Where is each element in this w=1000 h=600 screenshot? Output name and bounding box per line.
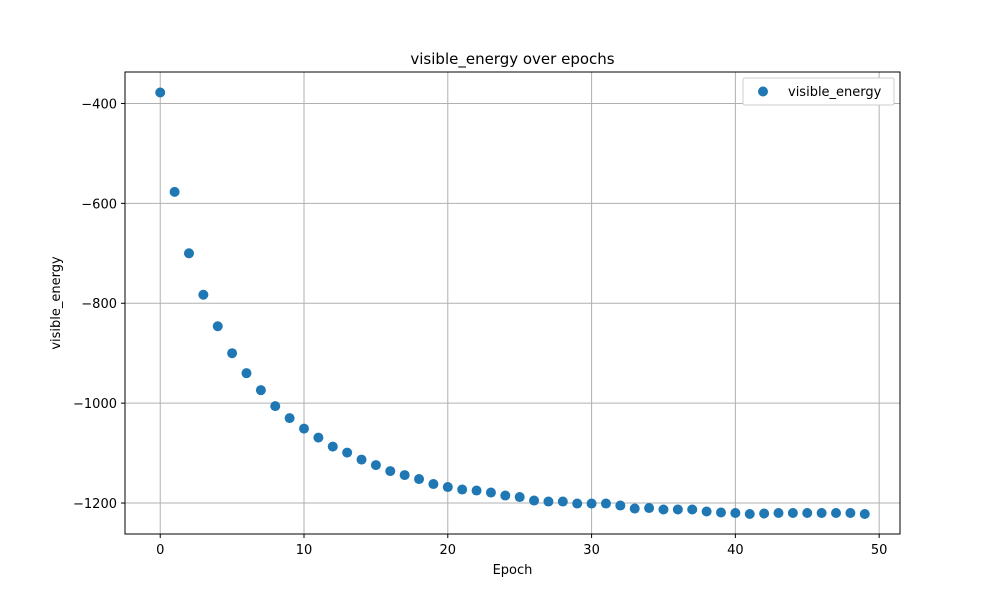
x-tick-label: 50 <box>871 543 888 558</box>
data-point <box>299 423 310 434</box>
data-point <box>399 470 410 481</box>
data-point <box>457 484 468 495</box>
data-point <box>787 508 798 519</box>
data-point <box>687 504 698 515</box>
y-tick-label: −600 <box>81 197 117 212</box>
data-point <box>227 348 238 359</box>
y-axis-label: visible_energy <box>49 256 64 350</box>
data-point <box>327 441 338 452</box>
data-point <box>816 508 827 519</box>
y-tick-label: −1000 <box>73 397 117 412</box>
data-point <box>500 490 511 501</box>
x-tick-label: 20 <box>440 543 457 558</box>
data-point <box>442 482 453 493</box>
data-point <box>600 498 611 509</box>
data-point <box>370 460 381 471</box>
data-point <box>183 248 194 259</box>
data-point <box>730 508 741 519</box>
data-point <box>270 401 281 412</box>
data-point <box>744 509 755 520</box>
data-point <box>759 508 770 519</box>
data-point <box>356 454 367 465</box>
data-point <box>428 479 439 490</box>
data-point <box>514 492 525 503</box>
legend-box <box>742 77 895 106</box>
scatter-points <box>155 87 870 520</box>
data-point <box>169 186 180 197</box>
data-point <box>284 413 295 424</box>
data-point <box>773 508 784 519</box>
x-tick-label: 0 <box>156 543 164 558</box>
data-point <box>629 503 640 514</box>
data-point <box>715 507 726 518</box>
data-point <box>802 508 813 519</box>
data-point <box>701 506 712 517</box>
data-point <box>557 496 568 507</box>
data-point <box>212 321 223 332</box>
data-point <box>155 87 166 98</box>
y-tick-label: −400 <box>81 97 117 112</box>
legend: visible_energy <box>742 77 895 106</box>
data-point <box>543 496 554 507</box>
data-point <box>644 503 655 514</box>
x-axis-label: Epoch <box>493 563 533 578</box>
x-tick-label: 40 <box>727 543 744 558</box>
y-tick-label: −1200 <box>73 497 117 512</box>
chart-title: visible_energy over epochs <box>410 50 614 69</box>
data-point <box>485 487 496 498</box>
data-point <box>198 289 209 300</box>
data-point <box>414 474 425 485</box>
x-tick-label: 30 <box>583 543 600 558</box>
data-point <box>658 504 669 515</box>
data-point <box>831 508 842 519</box>
data-point <box>529 495 540 506</box>
data-point <box>859 509 870 520</box>
data-point <box>313 432 324 443</box>
data-point <box>255 385 266 396</box>
data-point <box>471 485 482 496</box>
data-point <box>572 498 583 509</box>
y-axis-ticks: −400 −600 −800 −1000 −1200 <box>73 97 125 512</box>
grid-lines <box>125 72 900 534</box>
y-tick-label: −800 <box>81 297 117 312</box>
x-tick-label: 10 <box>296 543 313 558</box>
data-point <box>385 466 396 477</box>
data-point <box>672 504 683 515</box>
data-point <box>342 447 353 458</box>
data-point <box>615 500 626 511</box>
legend-marker <box>758 86 768 97</box>
legend-label: visible_energy <box>788 85 882 100</box>
data-point <box>241 368 252 379</box>
data-point <box>845 508 856 519</box>
data-point <box>586 498 597 509</box>
x-axis-ticks: 0 10 20 30 40 50 <box>156 534 887 558</box>
